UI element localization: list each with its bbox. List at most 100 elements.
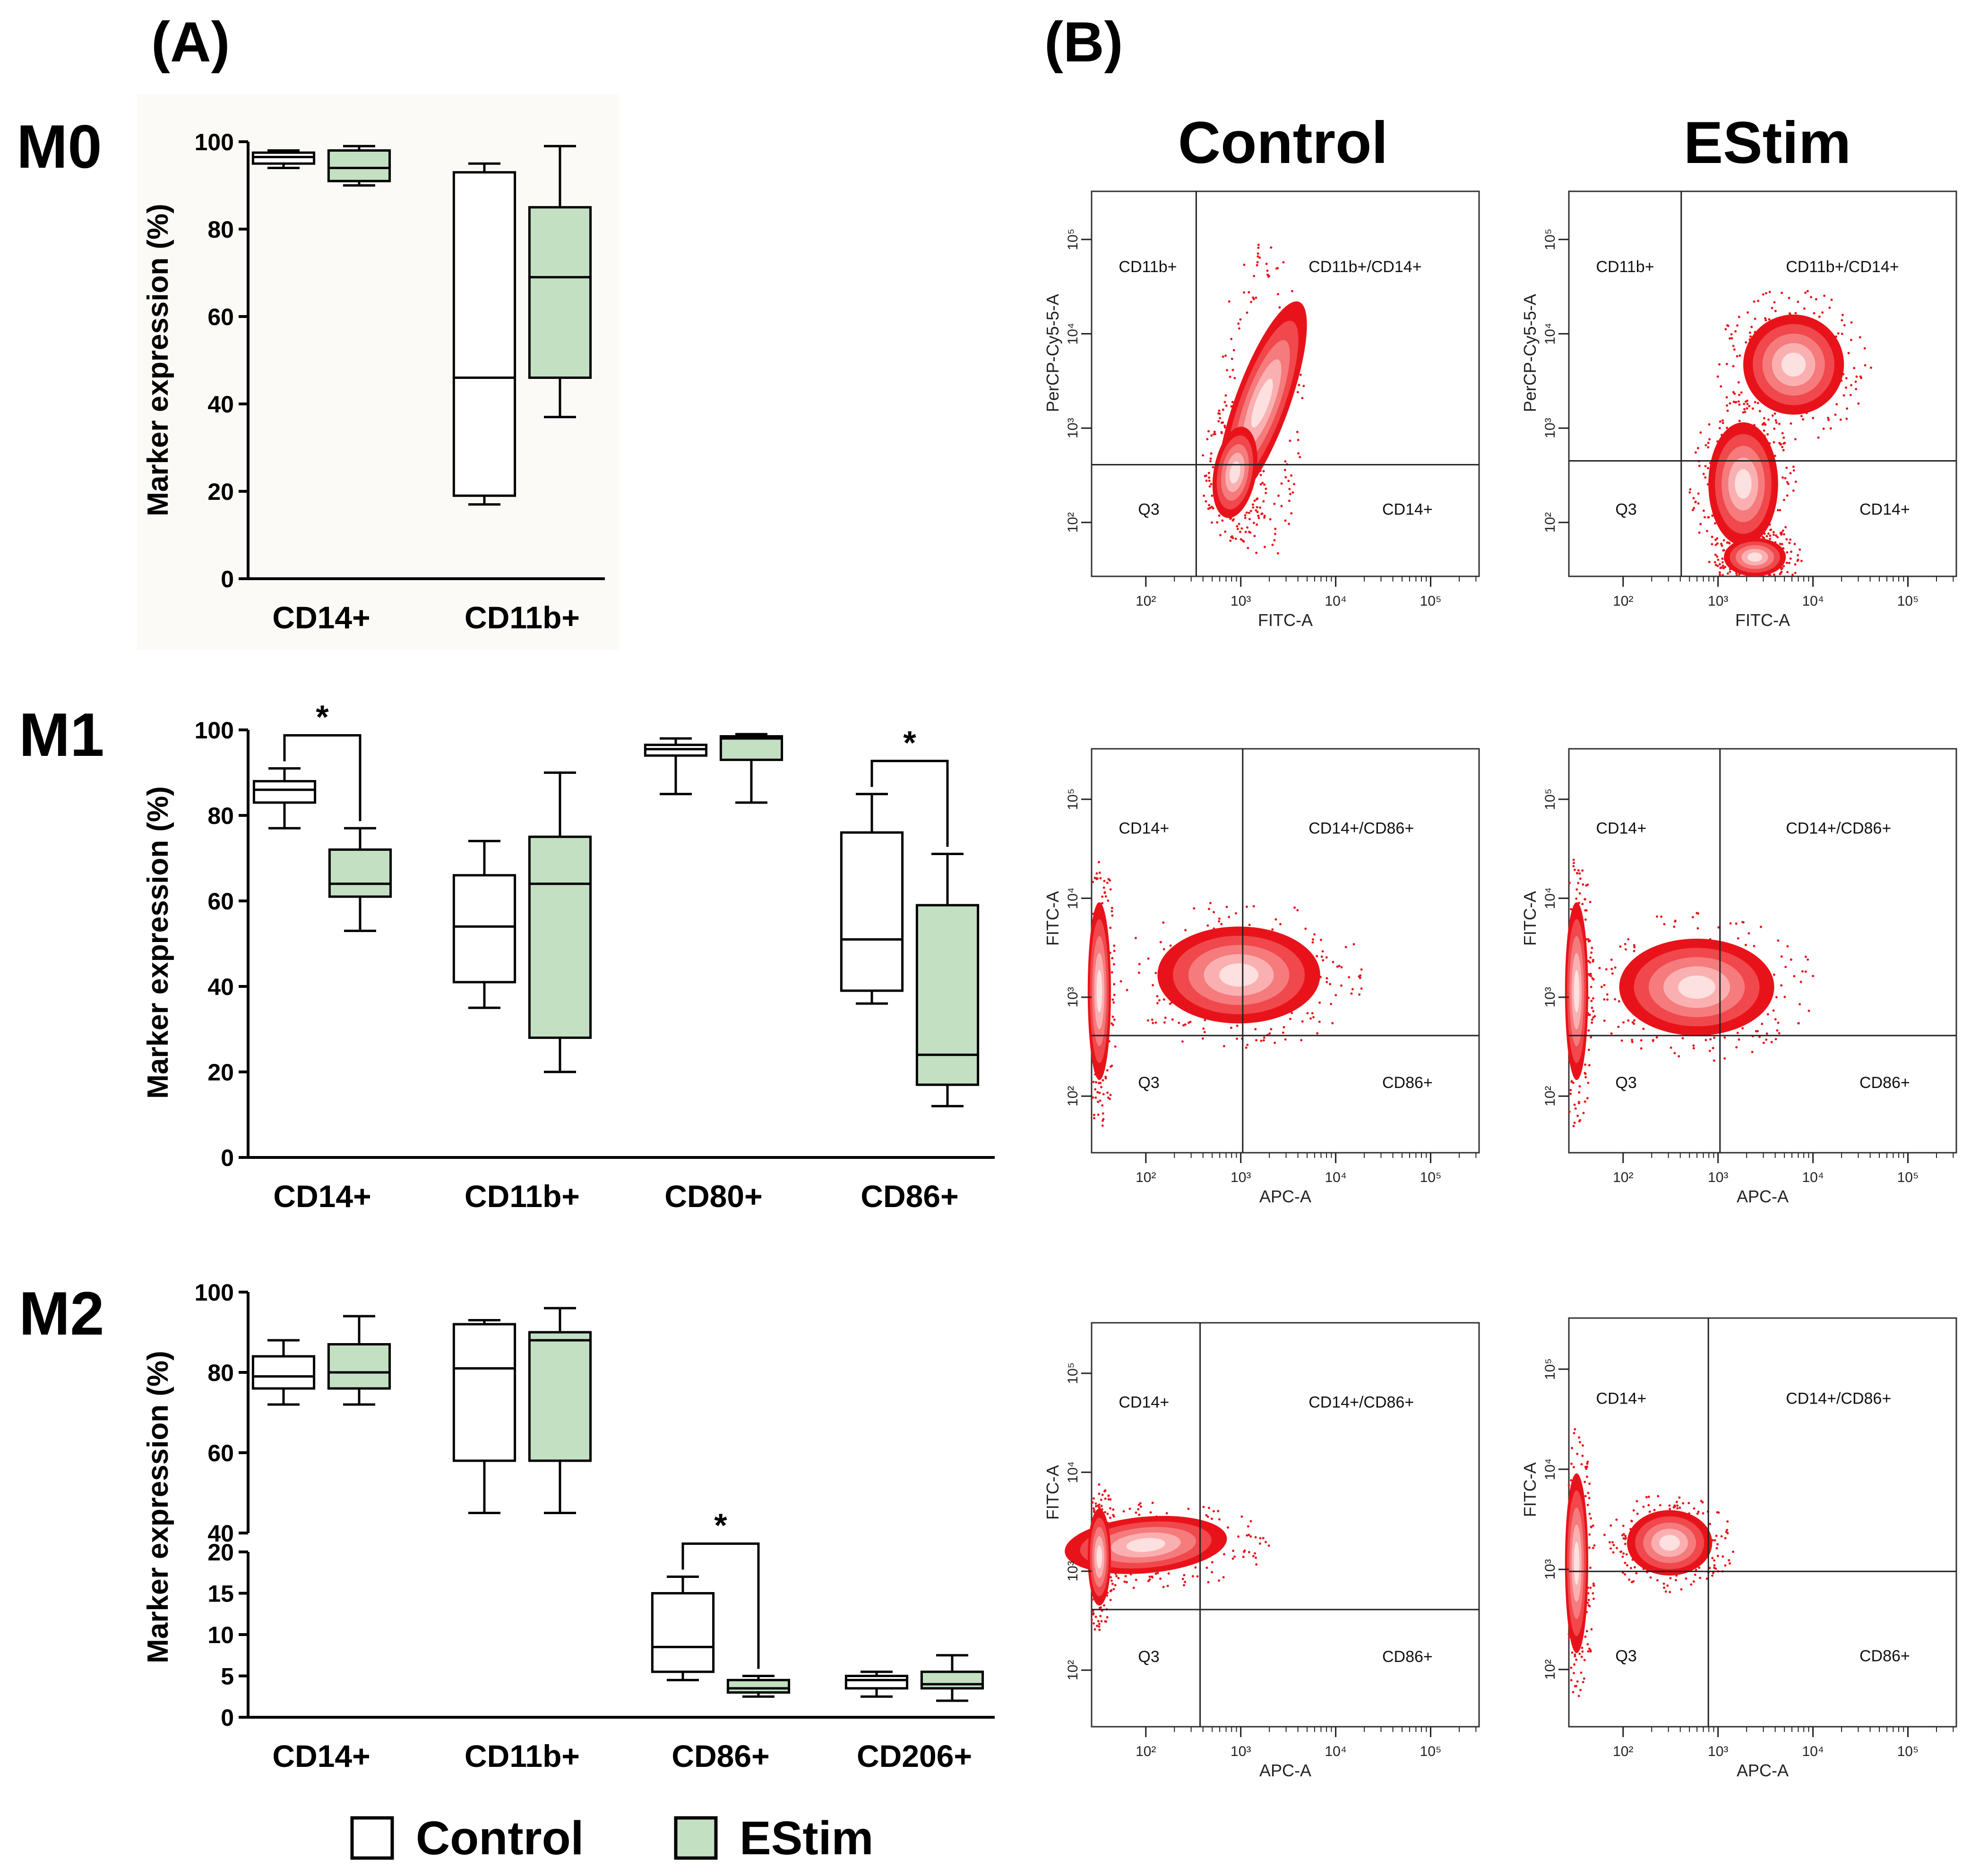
event-dot: [1270, 1028, 1273, 1030]
event-dot: [1830, 299, 1833, 301]
event-dot: [1782, 533, 1785, 536]
event-dot: [1263, 514, 1266, 517]
event-dot: [1106, 1091, 1109, 1094]
box-M2-control-CD86+: [651, 1576, 715, 1681]
y-tick-label: 10⁴: [1065, 887, 1081, 909]
event-dot: [1352, 943, 1355, 946]
y-tick-label: 10²: [1065, 512, 1081, 532]
flow-x-axis-label: APC-A: [1259, 1761, 1311, 1780]
event-dot: [1691, 509, 1694, 512]
event-dot: [1311, 941, 1314, 944]
quadrant-label-ll: Q3: [1615, 1074, 1636, 1092]
y-tick-label: 10⁴: [1542, 887, 1558, 909]
event-dot: [1647, 1495, 1650, 1498]
event-dot: [1273, 503, 1276, 505]
event-dot: [1233, 377, 1236, 379]
event-dot: [1219, 417, 1222, 420]
event-dot: [1111, 1583, 1114, 1585]
event-dot: [1716, 1555, 1719, 1558]
event-dot: [1257, 246, 1260, 249]
event-dot: [1248, 291, 1250, 294]
event-dot: [1778, 422, 1781, 425]
event-dot: [1278, 306, 1281, 309]
event-dot: [1697, 492, 1700, 495]
event-dot: [1761, 1022, 1764, 1025]
event-dot: [1794, 563, 1797, 566]
event-dot: [1776, 536, 1779, 539]
event-dot: [1288, 488, 1291, 490]
event-dot: [1101, 895, 1104, 898]
density-blob: [1087, 1508, 1111, 1606]
event-dot: [1252, 905, 1255, 908]
event-dot: [1287, 480, 1290, 482]
event-dot: [1263, 516, 1266, 519]
event-dot: [1274, 532, 1276, 535]
event-dot: [1582, 883, 1584, 886]
event-dot: [1171, 1018, 1174, 1021]
y-tick-label: 100: [195, 129, 234, 155]
event-dot: [1610, 1547, 1612, 1550]
event-dot: [1687, 1502, 1690, 1505]
box-M0-estim-CD11b+: [528, 145, 592, 419]
event-dot: [1234, 537, 1237, 540]
event-dot: [1591, 947, 1593, 950]
event-dot: [1720, 542, 1722, 545]
event-dot: [1786, 571, 1789, 574]
event-dot: [1572, 862, 1575, 865]
event-dot: [1622, 1021, 1625, 1024]
event-dot: [1729, 402, 1731, 405]
event-dot: [1666, 1584, 1669, 1587]
event-dot: [1166, 1585, 1169, 1587]
event-dot: [1152, 1021, 1154, 1024]
event-dot: [1603, 1019, 1606, 1022]
event-dot: [1588, 1546, 1591, 1549]
event-dot: [1340, 984, 1343, 987]
event-dot: [1765, 1038, 1768, 1041]
event-dot: [1802, 418, 1805, 421]
event-dot: [1766, 1013, 1769, 1016]
quadrant-label-ur: CD14+/CD86+: [1308, 1394, 1414, 1412]
event-dot: [1163, 1021, 1166, 1024]
y-tick-label: 0: [221, 1145, 234, 1171]
panel-label-a: (A): [151, 10, 230, 74]
event-dot: [1098, 1625, 1101, 1628]
event-dot: [1721, 1555, 1724, 1558]
event-dot: [1102, 1093, 1105, 1096]
event-dot: [1096, 1091, 1099, 1094]
event-dot: [1577, 1102, 1580, 1105]
event-dot: [1253, 535, 1256, 538]
event-dot: [1273, 539, 1276, 542]
event-dot: [1779, 509, 1782, 512]
event-dot: [1746, 407, 1748, 410]
event-dot: [1109, 1590, 1112, 1593]
event-dot: [1211, 494, 1214, 497]
event-dot: [1864, 364, 1867, 367]
event-dot: [1578, 892, 1581, 895]
event-dot: [1225, 404, 1228, 407]
event-dot: [1697, 502, 1700, 505]
event-dot: [1779, 542, 1782, 545]
event-dot: [1098, 1623, 1101, 1626]
event-dot: [1777, 939, 1780, 942]
event-dot: [1713, 1567, 1716, 1569]
event-dot: [1267, 1544, 1270, 1547]
category-label: CD80+: [664, 1179, 762, 1214]
event-dot: [1695, 1568, 1697, 1571]
event-dot: [1721, 574, 1724, 576]
event-dot: [1213, 430, 1216, 433]
event-dot: [1578, 1653, 1581, 1655]
event-dot: [1765, 1032, 1768, 1035]
event-dot: [1240, 527, 1243, 530]
event-dot: [1756, 1030, 1759, 1033]
significance-star: *: [316, 698, 329, 735]
event-dot: [1853, 367, 1856, 369]
event-dot: [1653, 1508, 1656, 1511]
event-dot: [1235, 1037, 1238, 1040]
event-dot: [1841, 319, 1843, 322]
event-dot: [1716, 555, 1719, 558]
event-dot: [1678, 1055, 1680, 1058]
event-dot: [1217, 420, 1220, 423]
event-dot: [1782, 476, 1784, 479]
event-dot: [1751, 1051, 1754, 1054]
event-dot: [1132, 1586, 1135, 1589]
